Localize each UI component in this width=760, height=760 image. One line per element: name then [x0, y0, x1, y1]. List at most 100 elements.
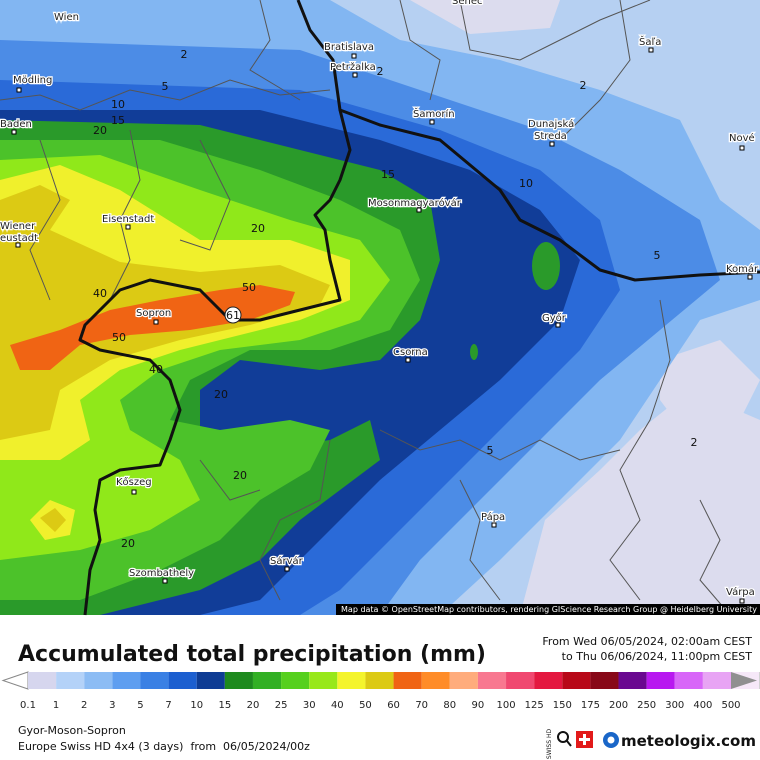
city-label: Wien — [54, 12, 79, 23]
legend-swatch — [618, 672, 647, 689]
legend-swatch — [534, 672, 563, 689]
legend-label: 70 — [415, 700, 428, 711]
city-label: Petržalka — [330, 61, 376, 73]
city-dot — [125, 224, 131, 230]
legend-swatch — [224, 672, 253, 689]
legend-swatch — [449, 672, 478, 689]
city-label: Baden — [0, 119, 32, 130]
contour-label: 20 — [121, 537, 135, 550]
contour-label: 50 — [112, 331, 126, 344]
city-label: Mödling — [13, 75, 52, 86]
legend-swatch — [140, 672, 169, 689]
city-label: Sopron — [136, 308, 171, 319]
brand: meteologix.com — [621, 732, 756, 750]
contour-label: 5 — [162, 80, 169, 93]
legend-swatch — [168, 672, 197, 689]
legend-label: 40 — [331, 700, 344, 711]
city-label: Wiener — [0, 221, 36, 232]
contour-label: 40 — [93, 287, 107, 300]
legend-label: 300 — [665, 700, 684, 711]
city-label: Győr — [542, 312, 567, 324]
peak-marker — [224, 306, 242, 324]
legend-label: 7 — [165, 700, 171, 711]
legend-swatch — [84, 672, 113, 689]
city-dot — [491, 522, 497, 528]
city-dot — [747, 274, 753, 280]
legend-label: 125 — [525, 700, 544, 711]
city-label: Várpa — [726, 586, 755, 598]
contour-label: 5 — [654, 249, 661, 262]
contour-label: 20 — [93, 124, 107, 137]
attribution: Map data © OpenStreetMap contributors, r… — [341, 605, 757, 614]
legend-label: 90 — [472, 700, 485, 711]
legend-swatch — [196, 672, 225, 689]
legend-swatch — [506, 672, 535, 689]
city-label: Nové — [729, 132, 755, 144]
city-dot — [15, 242, 21, 248]
contour-label: 61 — [226, 309, 240, 322]
contour-label: 5 — [487, 444, 494, 457]
city-label: Bratislava — [324, 42, 374, 53]
contour-label: 15 — [381, 168, 395, 181]
legend-label: 25 — [275, 700, 288, 711]
legend-label: 175 — [581, 700, 600, 711]
contour-label: 2 — [181, 48, 188, 61]
legend-label: 80 — [443, 700, 456, 711]
legend-swatch — [393, 672, 422, 689]
contour-label: 20 — [214, 388, 228, 401]
district-borders — [0, 0, 731, 616]
legend-swatch — [56, 672, 85, 689]
city-dot — [739, 598, 745, 604]
legend-label: 30 — [303, 700, 316, 711]
legend-label: 100 — [496, 700, 515, 711]
legend-label: 50 — [359, 700, 372, 711]
legend-label: 2 — [81, 700, 87, 711]
legend-label: 1 — [53, 700, 59, 711]
contour-label: 20 — [251, 222, 265, 235]
city-label: Kőszeg — [116, 476, 152, 488]
city-dot — [648, 47, 654, 53]
city-dot — [11, 129, 17, 135]
legend-swatch — [674, 672, 703, 689]
contour-label: 50 — [242, 281, 256, 294]
contour-label: 10 — [519, 177, 533, 190]
city-label: eustadt — [0, 233, 38, 244]
legend-label: 400 — [693, 700, 712, 711]
legend-swatch — [112, 672, 141, 689]
legend-swatch — [252, 672, 282, 689]
contour-labels: 2 5 2 10 15 20 15 10 2 5 20 50 61 40 50 40 20 20 20 5 2 — [93, 48, 698, 550]
legend: 0.1 1 2 3 5 7 10 15 20 25 30 40 50 60 70 80 90 100 125 150 1… — [1, 671, 760, 711]
logo-icon — [603, 732, 619, 748]
legend-label: 5 — [137, 700, 143, 711]
period-to: to Thu 06/06/2024, 11:00pm CEST — [562, 650, 753, 663]
legend-swatch — [590, 672, 619, 689]
city-dot — [162, 578, 168, 584]
legend-swatch — [337, 672, 366, 689]
city-dot — [429, 119, 435, 125]
legend-swatch — [646, 672, 675, 689]
city-label: Eisenstadt — [102, 214, 154, 225]
city-dot — [131, 489, 137, 495]
city-label: Csorna — [393, 347, 428, 358]
contour-label: 40 — [149, 363, 163, 376]
legend-swatch — [477, 672, 507, 689]
legend-label: 20 — [247, 700, 260, 711]
legend-arrow — [731, 672, 757, 689]
contour-label: 20 — [233, 469, 247, 482]
legend-swatch — [365, 672, 394, 689]
swiss-flag — [576, 731, 593, 748]
contour-label: 2 — [580, 79, 587, 92]
legend-swatch — [28, 672, 57, 689]
badge: SWISS HD — [546, 729, 553, 760]
legend-label: 60 — [387, 700, 400, 711]
city-dot — [549, 141, 555, 147]
city-dot — [352, 72, 358, 78]
model-info: Europe Swiss HD 4x4 (3 days) from 06/05/… — [18, 740, 310, 753]
city-label: Mosonmagyaróvár — [368, 197, 462, 209]
legend-label: 150 — [553, 700, 572, 711]
city-label: Dunajská — [528, 118, 574, 130]
region: Gyor-Moson-Sopron — [18, 724, 126, 737]
contour-label: 2 — [377, 65, 384, 78]
